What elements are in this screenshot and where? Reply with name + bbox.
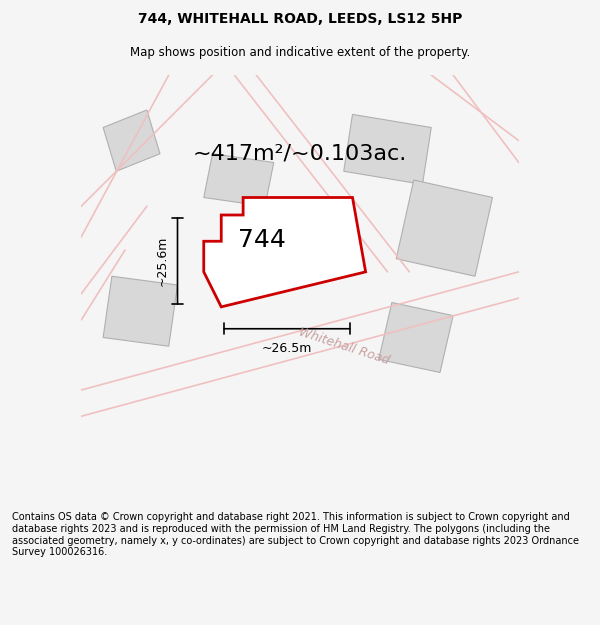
Text: ~26.5m: ~26.5m	[262, 342, 312, 355]
Text: Map shows position and indicative extent of the property.: Map shows position and indicative extent…	[130, 46, 470, 59]
Polygon shape	[396, 180, 493, 276]
Text: 744, WHITEHALL ROAD, LEEDS, LS12 5HP: 744, WHITEHALL ROAD, LEEDS, LS12 5HP	[138, 12, 462, 26]
Polygon shape	[103, 110, 160, 171]
Polygon shape	[344, 114, 431, 184]
Text: ~25.6m: ~25.6m	[156, 236, 169, 286]
Polygon shape	[204, 198, 365, 307]
Text: Contains OS data © Crown copyright and database right 2021. This information is : Contains OS data © Crown copyright and d…	[12, 512, 579, 558]
Text: Whitehall Road: Whitehall Road	[297, 326, 391, 367]
Polygon shape	[379, 302, 453, 372]
Text: 744: 744	[238, 228, 286, 252]
Polygon shape	[204, 154, 274, 206]
Text: ~417m²/~0.103ac.: ~417m²/~0.103ac.	[193, 144, 407, 164]
Polygon shape	[103, 276, 178, 346]
